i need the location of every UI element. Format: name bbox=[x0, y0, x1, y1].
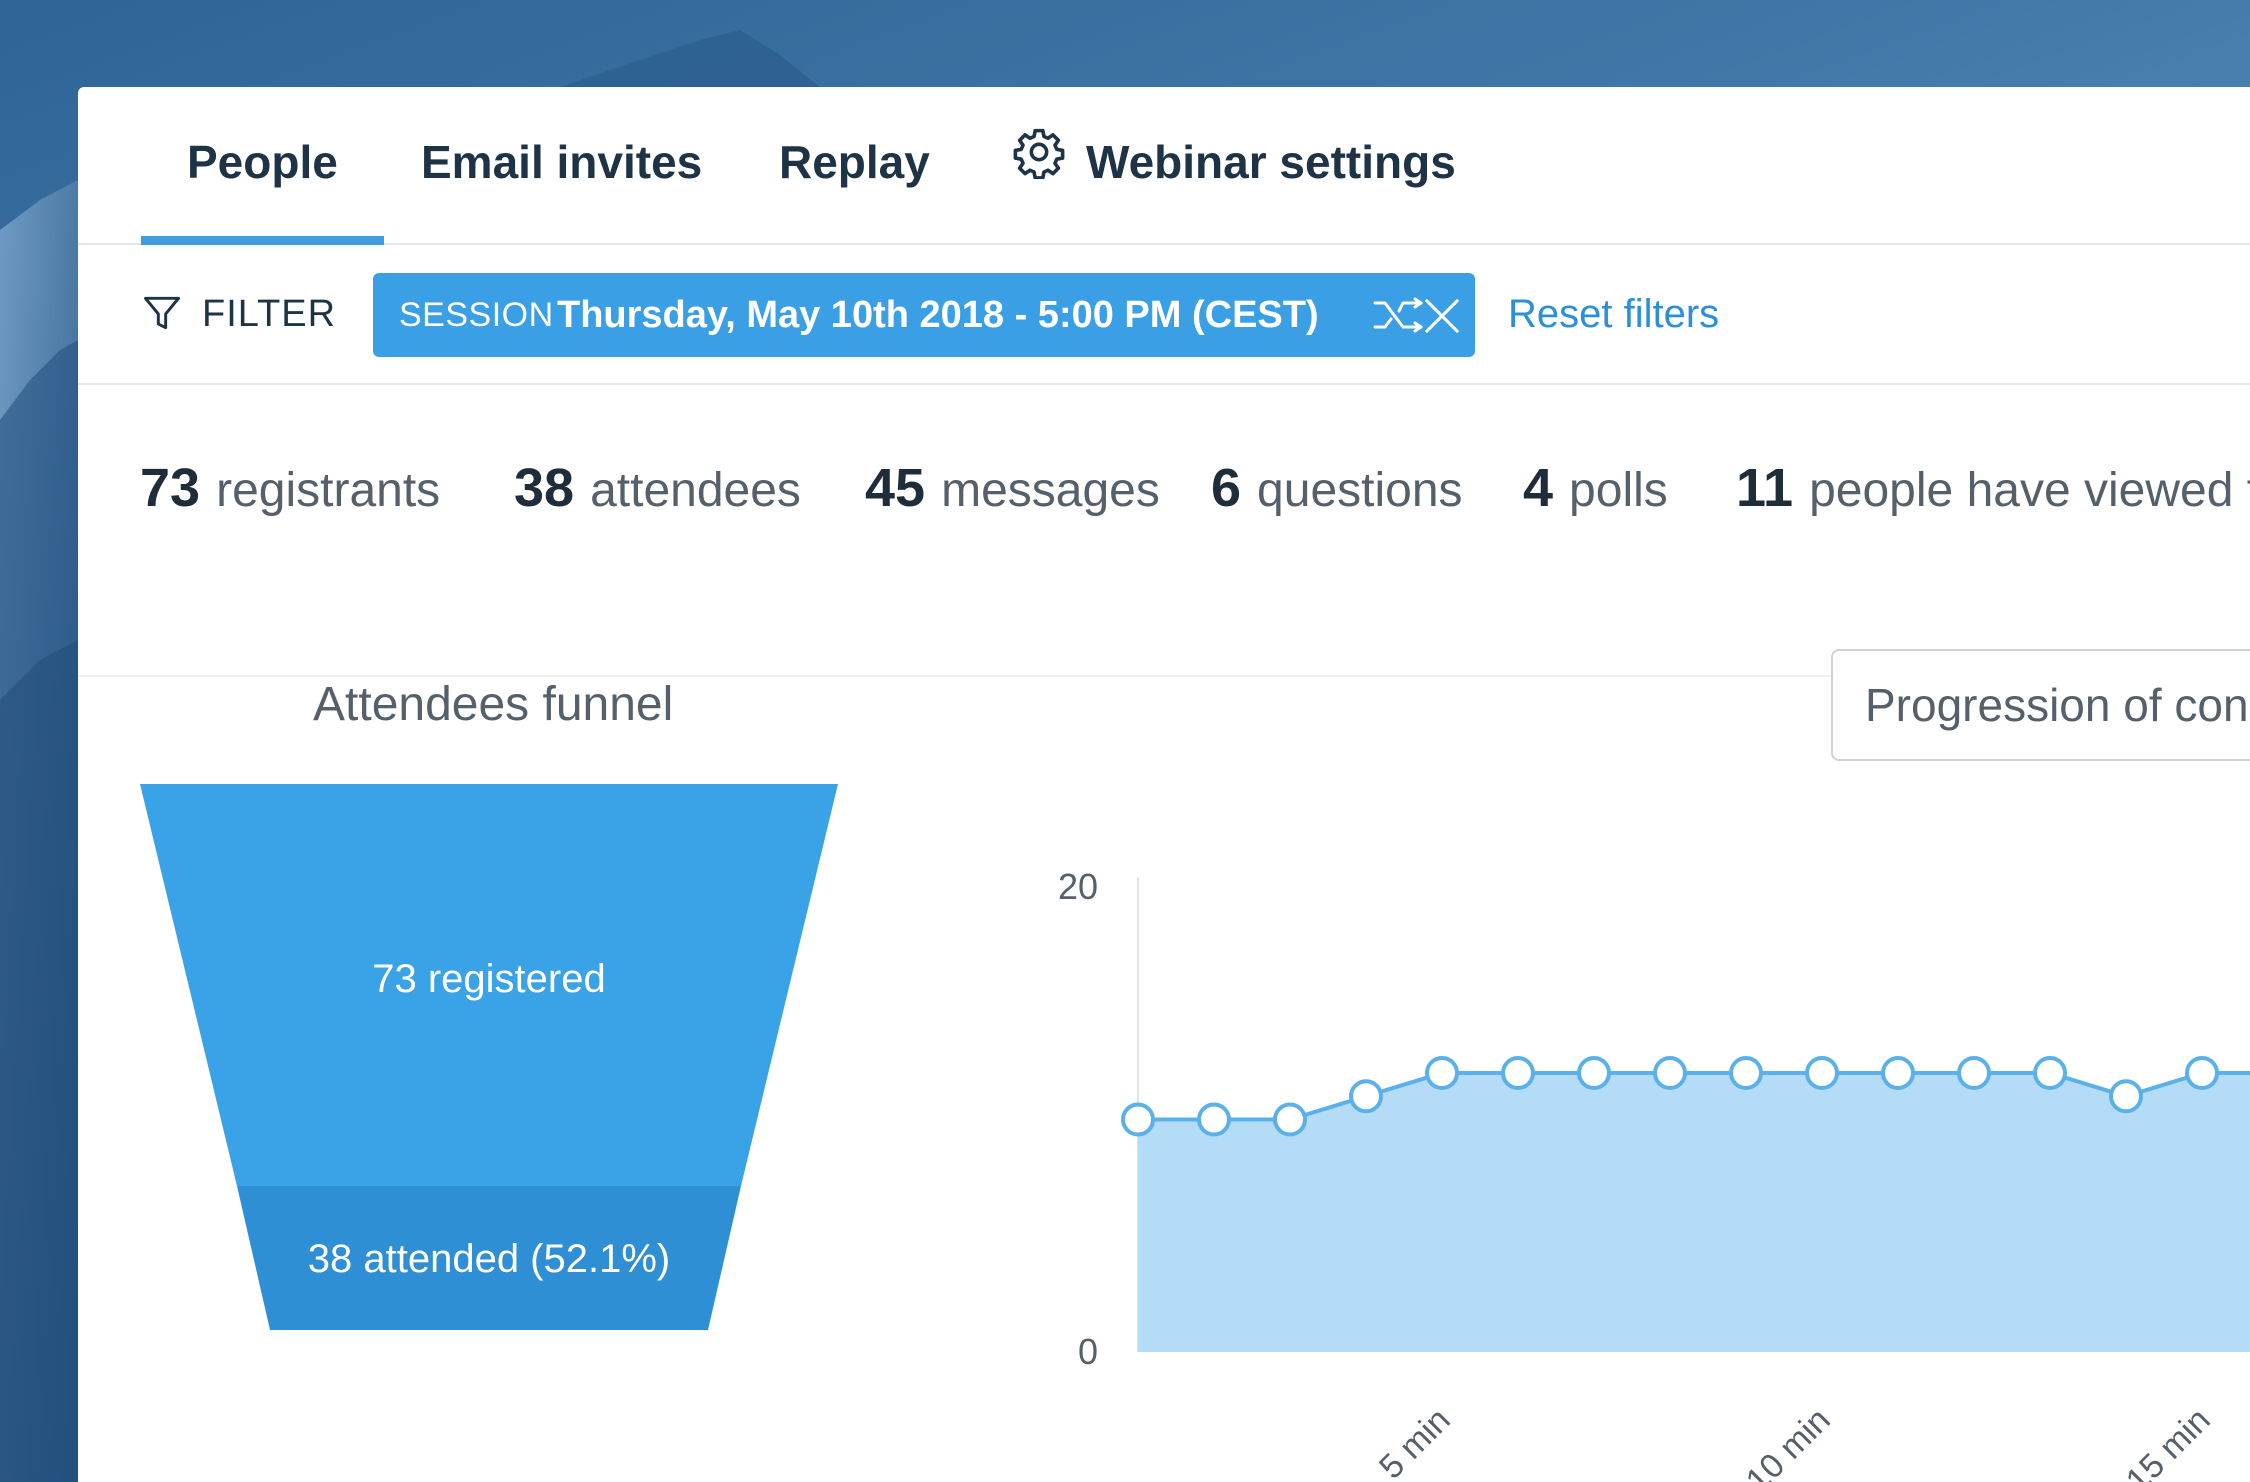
stat-attendees: 38 attendees bbox=[514, 457, 801, 519]
x-tick-label: 15 min bbox=[2119, 1401, 2218, 1482]
tab-email-invites-label: Email invites bbox=[421, 136, 703, 188]
chart-point[interactable] bbox=[1197, 1102, 1231, 1137]
tab-replay-label: Replay bbox=[779, 136, 930, 188]
tab-people[interactable]: People bbox=[141, 87, 384, 245]
stat-label: questions bbox=[1257, 464, 1463, 517]
tab-people-label: People bbox=[187, 136, 338, 188]
stat-label: messages bbox=[941, 464, 1160, 517]
stat-number: 11 bbox=[1736, 458, 1794, 518]
stat-polls: 4 polls bbox=[1523, 457, 1668, 519]
chart-point[interactable] bbox=[2033, 1056, 2067, 1090]
stat-registrants: 73 registrants bbox=[140, 457, 440, 519]
funnel-filter-icon bbox=[144, 296, 180, 330]
chart-point[interactable] bbox=[1805, 1056, 1839, 1090]
stat-label: people have viewed t bbox=[1809, 464, 2250, 517]
attendees-funnel: 73 registered 38 attended (52.1%) bbox=[140, 784, 838, 1330]
stat-label: polls bbox=[1569, 464, 1668, 517]
funnel-attended-label: 38 attended (52.1%) bbox=[308, 1237, 670, 1281]
chart-metric-select-value: Progression of con bbox=[1865, 679, 2249, 731]
chart-point[interactable] bbox=[2109, 1079, 2143, 1114]
chart-metric-select[interactable]: Progression of con bbox=[1831, 649, 2250, 761]
chart-point[interactable] bbox=[1273, 1102, 1307, 1137]
stat-label: attendees bbox=[590, 464, 801, 517]
filter-button[interactable]: FILTER bbox=[140, 245, 336, 383]
stat-number: 6 bbox=[1211, 458, 1242, 518]
chart-area-fill bbox=[1138, 1073, 2250, 1352]
chart-point[interactable] bbox=[1121, 1102, 1155, 1137]
y-tick-label: 20 bbox=[1058, 866, 1098, 907]
chart-point[interactable] bbox=[1577, 1056, 1611, 1090]
webinar-stats-panel: People Email invites Replay Webinar sett… bbox=[78, 87, 2250, 1482]
chip-key: SESSION bbox=[399, 296, 554, 334]
funnel-attended-segment bbox=[237, 1186, 741, 1330]
funnel-registered-segment bbox=[140, 784, 838, 1186]
stat-number: 38 bbox=[514, 458, 575, 518]
reset-filters-link[interactable]: Reset filters bbox=[1508, 292, 1720, 336]
progression-area-chart: 0 20 5 min 10 min 15 min bbox=[1058, 866, 2250, 1482]
chart-point[interactable] bbox=[1881, 1056, 1915, 1090]
y-tick-label: 0 bbox=[1078, 1331, 1098, 1372]
funnel-registered-label: 73 registered bbox=[372, 957, 605, 1001]
stat-number: 73 bbox=[140, 458, 201, 518]
filter-label: FILTER bbox=[202, 293, 337, 335]
tab-replay[interactable]: Replay bbox=[779, 87, 930, 243]
stat-questions: 6 questions bbox=[1211, 457, 1463, 519]
stat-number: 4 bbox=[1523, 458, 1554, 518]
session-filter-chip[interactable]: SESSION Thursday, May 10th 2018 - 5:00 P… bbox=[373, 273, 1475, 357]
chart-point[interactable] bbox=[1425, 1056, 1459, 1090]
filter-bar: FILTER SESSION Thursday, May 10th 2018 -… bbox=[78, 245, 2250, 385]
tab-bar: People Email invites Replay Webinar sett… bbox=[78, 87, 2250, 245]
chart-point[interactable] bbox=[1349, 1079, 1383, 1114]
tab-email-invites[interactable]: Email invites bbox=[421, 87, 702, 243]
tab-webinar-settings-label: Webinar settings bbox=[1086, 136, 1456, 188]
shuffle-icon[interactable] bbox=[1373, 297, 1425, 333]
chart-point[interactable] bbox=[1957, 1056, 1991, 1090]
gear-icon bbox=[1012, 88, 1066, 238]
stats-summary: 73 registrants 38 attendees 45 messages 6 qu… bbox=[78, 385, 2250, 677]
funnel-title: Attendees funnel bbox=[313, 678, 674, 731]
chip-value: Thursday, May 10th 2018 - 5:00 PM (CEST) bbox=[557, 294, 1319, 336]
stat-number: 45 bbox=[865, 458, 926, 518]
x-tick-label: 5 min bbox=[1372, 1401, 1458, 1482]
chart-point[interactable] bbox=[1729, 1056, 1763, 1090]
x-tick-label: 10 min bbox=[1739, 1401, 1838, 1482]
stat-replay-views: 11 people have viewed t bbox=[1736, 457, 2250, 519]
chart-point[interactable] bbox=[2185, 1056, 2219, 1090]
close-icon[interactable] bbox=[1423, 297, 1461, 335]
tab-webinar-settings[interactable]: Webinar settings bbox=[1012, 87, 1456, 243]
chart-point[interactable] bbox=[1653, 1056, 1687, 1090]
stat-label: registrants bbox=[216, 464, 441, 517]
stat-messages: 45 messages bbox=[865, 457, 1160, 519]
chart-point[interactable] bbox=[1501, 1056, 1535, 1090]
